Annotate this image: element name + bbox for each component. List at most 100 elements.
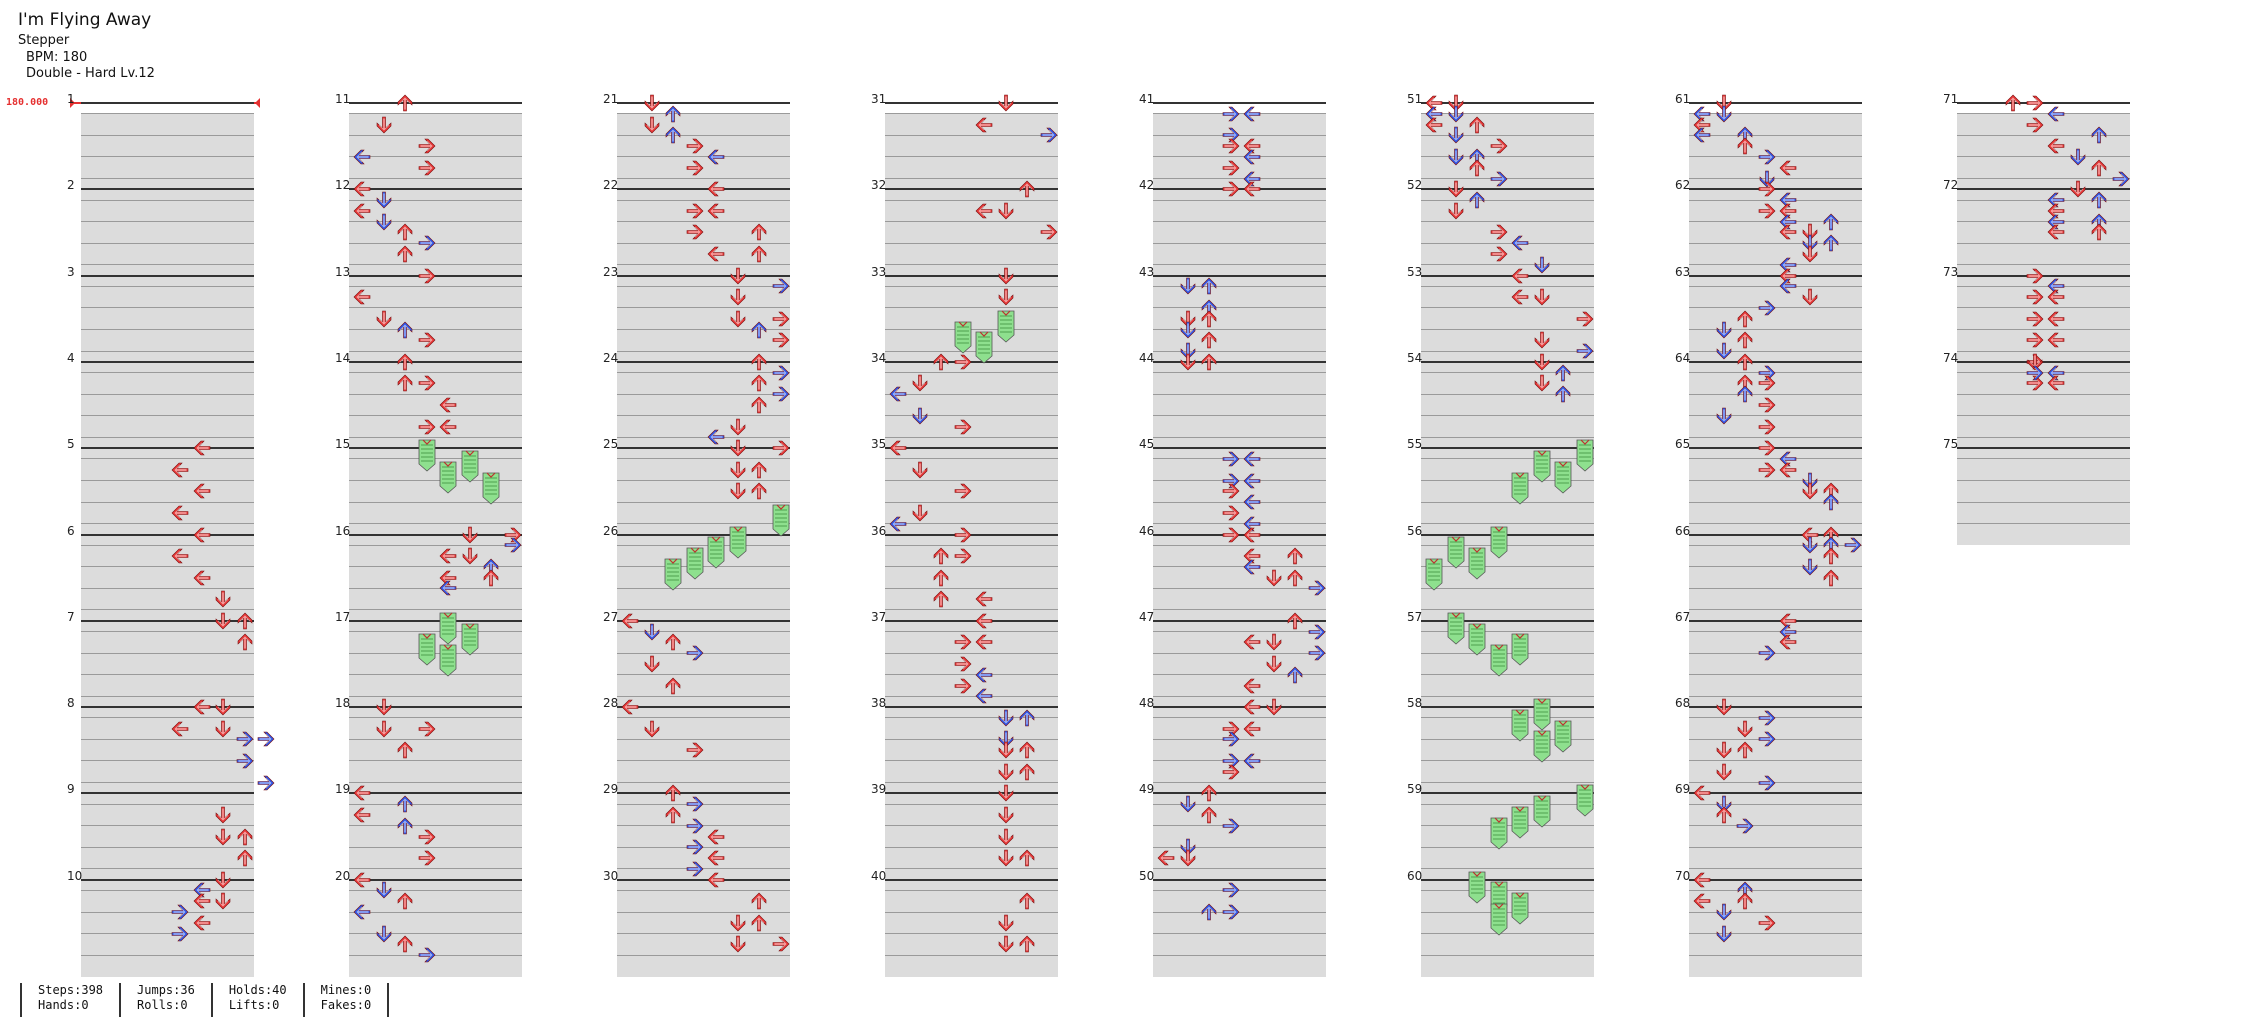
beat-band [617, 954, 790, 977]
right-arrow-icon [685, 837, 705, 861]
measure-line [1153, 102, 1326, 104]
up-arrow-icon [749, 395, 769, 419]
beat-band [1957, 393, 2130, 416]
measure-line [885, 188, 1058, 191]
measure-line [1689, 878, 1862, 881]
right-arrow-icon [1489, 136, 1509, 160]
measure-number: 68 [1675, 696, 1691, 711]
right-arrow-icon [2025, 363, 2045, 387]
measure-line [349, 274, 522, 277]
measure-line [81, 102, 254, 104]
left-arrow-icon [1242, 719, 1262, 743]
beat-band [885, 134, 1058, 157]
beat-band [349, 911, 522, 934]
hold-note-icon [417, 438, 437, 476]
measure-number: 32 [871, 178, 887, 193]
down-arrow-icon [1800, 471, 1820, 495]
beat-band [885, 652, 1058, 675]
down-arrow-icon [1178, 276, 1198, 300]
left-arrow-icon [1778, 632, 1798, 656]
up-arrow-icon [1821, 212, 1841, 236]
left-arrow-icon [1242, 557, 1262, 581]
beat-band [1689, 954, 1862, 977]
down-arrow-icon [1800, 222, 1820, 246]
beat-band [1689, 717, 1862, 740]
beat-band [81, 393, 254, 416]
beat-band [81, 846, 254, 869]
beat-band [1153, 134, 1326, 157]
beat-band [617, 480, 790, 503]
measure-number: 4 [67, 350, 75, 365]
measure-number: 17 [335, 609, 351, 624]
right-arrow-icon [771, 384, 791, 408]
down-arrow-icon [213, 891, 233, 915]
left-arrow-icon [192, 891, 212, 915]
down-arrow-icon [1446, 147, 1466, 171]
up-arrow-icon [1199, 276, 1219, 300]
down-arrow-icon [1446, 93, 1466, 117]
measure-number: 75 [1943, 437, 1959, 452]
up-arrow-icon [1735, 740, 1755, 764]
up-arrow-icon [931, 568, 951, 592]
left-arrow-icon [706, 870, 726, 894]
right-arrow-icon [771, 330, 791, 354]
right-arrow-icon [1221, 179, 1241, 203]
left-arrow-icon [2046, 309, 2066, 333]
measure-number: 49 [1139, 782, 1155, 797]
hold-note-icon [953, 320, 973, 358]
beat-band [1421, 156, 1594, 179]
beat-band [1421, 803, 1594, 826]
beat-band [1957, 501, 2130, 524]
measure-number: 31 [871, 92, 887, 106]
measure-number: 2 [67, 178, 75, 193]
beat-band [81, 199, 254, 222]
hold-note-icon [460, 449, 480, 487]
beat-band [81, 415, 254, 438]
left-arrow-icon [706, 244, 726, 268]
down-arrow-icon [996, 287, 1016, 311]
beat-band [1421, 501, 1594, 524]
beat-band [1689, 544, 1862, 567]
left-arrow-icon [352, 805, 372, 829]
right-arrow-icon [256, 773, 276, 797]
beat-band [349, 674, 522, 697]
up-arrow-icon [1735, 352, 1755, 376]
measure-line [617, 533, 790, 536]
beat-band [1689, 393, 1862, 416]
left-arrow-icon [706, 427, 726, 451]
left-arrow-icon [438, 546, 458, 570]
beat-band [617, 242, 790, 265]
hold-note-icon [460, 622, 480, 660]
right-arrow-icon [417, 848, 437, 872]
hold-note-icon [1532, 794, 1552, 832]
up-arrow-icon [395, 222, 415, 246]
left-arrow-icon [352, 201, 372, 225]
hold-note-icon [438, 643, 458, 681]
down-arrow-icon [1714, 697, 1734, 721]
measure-line [81, 274, 254, 277]
hold-note-icon [417, 632, 437, 670]
measure-number: 15 [335, 437, 351, 452]
up-arrow-icon [663, 104, 683, 128]
measure-number: 3 [67, 264, 75, 279]
right-arrow-icon [2025, 266, 2045, 290]
left-arrow-icon [1510, 266, 1530, 290]
beat-band [617, 760, 790, 783]
up-arrow-icon [1017, 179, 1037, 203]
beat-band [885, 480, 1058, 503]
right-arrow-icon [1039, 125, 1059, 149]
right-arrow-icon [1221, 471, 1241, 495]
measure-line [885, 792, 1058, 795]
measure-number: 41 [1139, 92, 1155, 106]
left-arrow-icon [1692, 125, 1712, 149]
up-arrow-icon [2089, 222, 2109, 246]
measure-number: 57 [1407, 609, 1423, 624]
beat-band [1689, 846, 1862, 869]
measure-number: 48 [1139, 696, 1155, 711]
measure-line [349, 360, 522, 363]
beat-band [885, 156, 1058, 179]
beat-band [1689, 652, 1862, 675]
beat-band [349, 803, 522, 826]
beat-band [617, 328, 790, 351]
right-arrow-icon [1757, 395, 1777, 419]
